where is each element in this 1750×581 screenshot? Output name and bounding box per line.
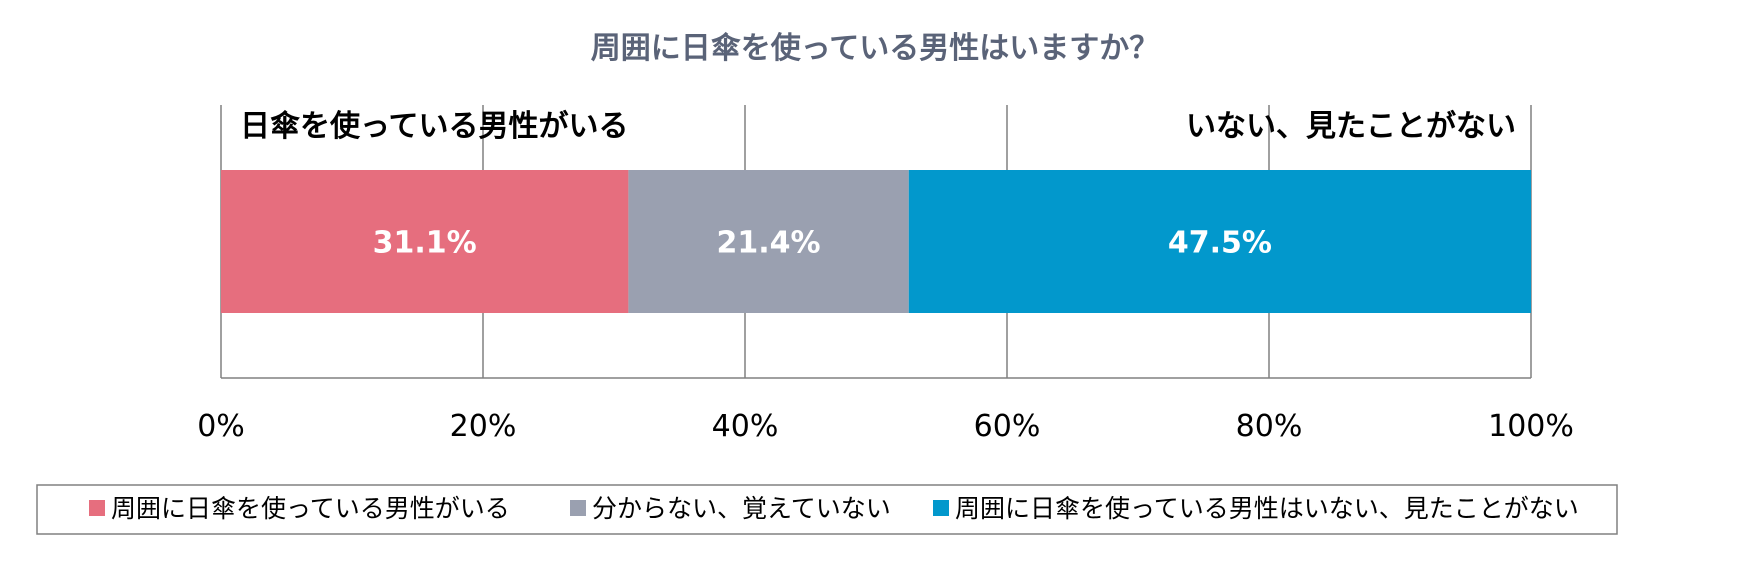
annotation-present: 日傘を使っている男性がいる (240, 109, 629, 144)
x-axis-ticks: 0% 20% 40% 60% 80% 100% (197, 409, 1574, 444)
legend-label: 分からない、覚えていない (592, 494, 891, 523)
x-tick-label: 0% (197, 409, 245, 444)
annotation-absent: いない、見たことがない (1186, 109, 1516, 144)
bar-segment (221, 170, 629, 313)
legend-label: 周囲に日傘を使っている男性はいない、見たことがない (955, 494, 1579, 523)
chart-title: 周囲に日傘を使っている男性はいますか？ (591, 31, 1160, 66)
legend-label: 周囲に日傘を使っている男性がいる (111, 494, 510, 523)
legend-swatch (570, 500, 586, 516)
bar-value-label: 21.4% (717, 226, 821, 261)
bars (221, 170, 1531, 313)
bar-segment (908, 170, 1531, 313)
bar-value-label: 31.1% (373, 226, 477, 261)
bar-segment (628, 170, 909, 313)
legend-swatch (89, 500, 105, 516)
x-tick-label: 80% (1236, 409, 1303, 444)
x-tick-label: 20% (450, 409, 517, 444)
legend-box (36, 484, 1618, 535)
bar-labels: 31.1% 21.4% 47.5% (373, 226, 1272, 261)
legend-swatch (933, 500, 949, 516)
legend: 周囲に日傘を使っている男性がいる 分からない、覚えていない 周囲に日傘を使っている男… (89, 494, 1579, 523)
x-tick-label: 60% (974, 409, 1041, 444)
x-tick-label: 100% (1488, 409, 1574, 444)
x-tick-label: 40% (712, 409, 779, 444)
bar-value-label: 47.5% (1168, 226, 1272, 261)
